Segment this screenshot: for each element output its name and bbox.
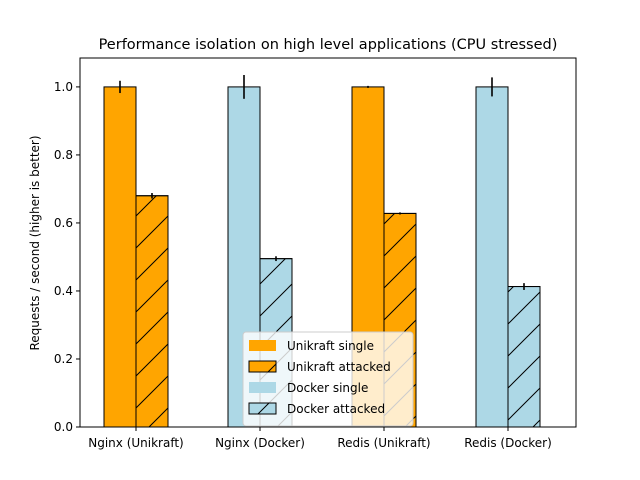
legend-label-3: Docker attacked [287,402,385,416]
bar-0 [103,86,137,428]
bar-hatch-1 [135,195,169,428]
legend-swatch-0 [249,340,276,351]
bar-hatch-7 [507,286,541,428]
legend-label-2: Docker single [287,381,368,395]
legend-swatch-hatch-1 [248,360,277,373]
legend-label-1: Unikraft attacked [287,360,391,374]
legend-label-0: Unikraft single [287,339,374,353]
x-tick-label-3: Redis (Docker) [464,436,552,450]
chart-title: Performance isolation on high level appl… [99,37,558,53]
x-axis: Nginx (Unikraft) Nginx (Docker) Redis (Uni… [88,427,552,450]
x-tick-label-2: Redis (Unikraft) [337,436,430,450]
y-tick-label-2: 0.4 [54,284,73,298]
bar-6 [475,86,509,428]
legend-box [242,331,414,427]
x-tick-label-0: Nginx (Unikraft) [88,436,184,450]
legend: Unikraft single Unikraft attacked Docker s… [242,331,414,427]
y-tick-label-0: 0.0 [54,420,73,434]
y-tick-label-3: 0.6 [54,216,73,230]
legend-swatch-hatch-3 [248,402,277,415]
y-tick-label-5: 1.0 [54,80,73,94]
y-axis-label: Requests / second (higher is better) [28,135,42,350]
y-tick-label-1: 0.2 [54,352,73,366]
x-tick-label-1: Nginx (Docker) [215,436,305,450]
plot-area [79,57,577,428]
error-bars-layer [119,75,525,290]
y-axis: 0.0 0.2 0.4 0.6 0.8 1.0 [54,80,80,434]
legend-swatch-2 [249,382,276,393]
y-tick-label-4: 0.8 [54,148,73,162]
